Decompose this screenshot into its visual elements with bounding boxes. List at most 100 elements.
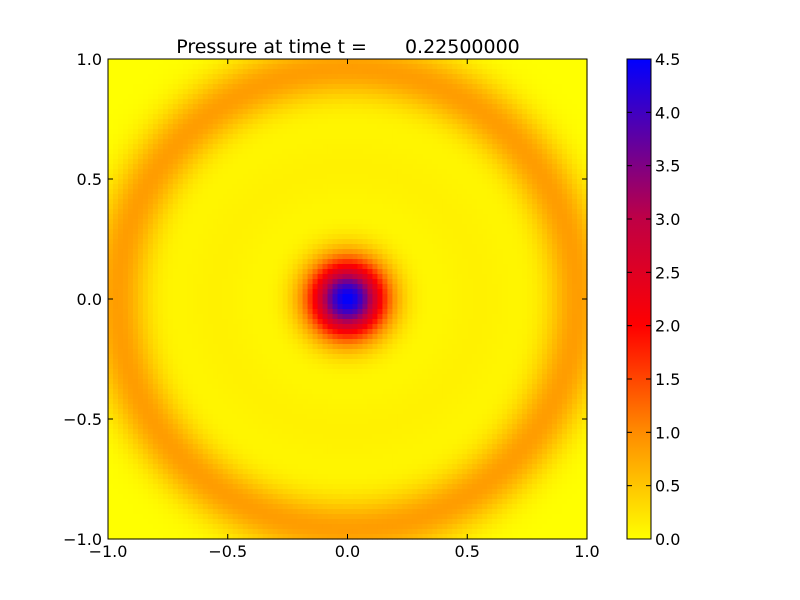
- heatmap-cell: [257, 254, 264, 260]
- heatmap-cell: [172, 274, 179, 280]
- heatmap-cell: [307, 309, 314, 315]
- heatmap-cell: [532, 129, 538, 135]
- heatmap-cell: [162, 244, 169, 250]
- heatmap-cell: [427, 254, 433, 260]
- heatmap-cell: [312, 64, 319, 70]
- heatmap-cell: [427, 159, 433, 165]
- heatmap-cell: [197, 74, 204, 80]
- heatmap-cell: [212, 269, 219, 275]
- heatmap-cell: [297, 309, 304, 315]
- heatmap-cell: [562, 159, 568, 165]
- heatmap-cell: [472, 149, 478, 155]
- heatmap-cell: [152, 239, 159, 245]
- heatmap-cell: [247, 204, 254, 210]
- heatmap-cell: [317, 94, 324, 100]
- heatmap-cell: [507, 234, 513, 240]
- heatmap-cell: [567, 199, 573, 205]
- heatmap-cell: [277, 64, 284, 70]
- heatmap-cell: [367, 154, 374, 160]
- heatmap-cell: [237, 164, 244, 170]
- heatmap-cell: [312, 304, 319, 310]
- heatmap-cell: [567, 309, 573, 315]
- heatmap-cell: [202, 139, 209, 145]
- heatmap-cell: [162, 154, 169, 160]
- heatmap-cell: [442, 104, 448, 110]
- heatmap-cell: [147, 189, 154, 195]
- heatmap-cell: [582, 249, 588, 255]
- heatmap-cell: [162, 119, 169, 125]
- heatmap-cell: [447, 79, 453, 85]
- heatmap-cell: [282, 209, 289, 215]
- heatmap-cell: [182, 279, 189, 285]
- heatmap-cell: [137, 184, 144, 190]
- heatmap-cell: [507, 149, 513, 155]
- heatmap-cell: [127, 314, 134, 320]
- heatmap-cell: [422, 279, 428, 285]
- heatmap-cell: [582, 269, 588, 275]
- heatmap-cell: [452, 134, 458, 140]
- heatmap-cell: [457, 189, 463, 195]
- heatmap-cell: [332, 194, 339, 200]
- heatmap-cell: [192, 229, 199, 235]
- heatmap-cell: [387, 129, 394, 135]
- heatmap-cell: [567, 219, 573, 225]
- heatmap-cell: [532, 119, 538, 125]
- heatmap-cell: [292, 289, 299, 295]
- heatmap-cell: [372, 164, 379, 170]
- heatmap-cell: [302, 239, 309, 245]
- heatmap-cell: [372, 314, 379, 320]
- heatmap-cell: [232, 159, 239, 165]
- heatmap-cell: [337, 244, 344, 250]
- heatmap-cell: [337, 229, 344, 235]
- heatmap-cell: [467, 89, 473, 95]
- heatmap-cell: [572, 79, 578, 85]
- heatmap-cell: [567, 279, 573, 285]
- heatmap-cell: [127, 79, 134, 85]
- heatmap-cell: [357, 214, 364, 220]
- heatmap-cell: [147, 104, 154, 110]
- heatmap-cell: [452, 224, 458, 230]
- heatmap-cell: [422, 249, 428, 255]
- heatmap-cell: [527, 149, 533, 155]
- heatmap-cell: [137, 264, 144, 270]
- heatmap-cell: [132, 264, 139, 270]
- heatmap-cell: [252, 204, 259, 210]
- heatmap-cell: [277, 274, 284, 280]
- heatmap-cell: [442, 249, 448, 255]
- heatmap-cell: [162, 174, 169, 180]
- heatmap-cell: [332, 164, 339, 170]
- heatmap-cell: [182, 229, 189, 235]
- heatmap-cell: [332, 134, 339, 140]
- heatmap-cell: [217, 159, 224, 165]
- heatmap-cell: [537, 204, 543, 210]
- heatmap-cell: [152, 104, 159, 110]
- heatmap-cell: [342, 174, 349, 180]
- heatmap-cell: [577, 279, 583, 285]
- heatmap-cell: [507, 274, 513, 280]
- heatmap-cell: [552, 204, 558, 210]
- heatmap-cell: [582, 94, 588, 100]
- heatmap-cell: [187, 229, 194, 235]
- heatmap-cell: [492, 149, 498, 155]
- heatmap-cell: [127, 304, 134, 310]
- heatmap-cell: [197, 189, 204, 195]
- heatmap-cell: [172, 74, 179, 80]
- heatmap-cell: [532, 169, 538, 175]
- heatmap-cell: [197, 309, 204, 315]
- heatmap-cell: [297, 139, 304, 145]
- heatmap-cell: [377, 114, 384, 120]
- heatmap-cell: [332, 109, 339, 115]
- heatmap-cell: [457, 94, 463, 100]
- heatmap-cell: [182, 249, 189, 255]
- heatmap-cell: [397, 279, 403, 285]
- heatmap-cell: [507, 79, 513, 85]
- heatmap-cell: [347, 284, 354, 290]
- heatmap-cell: [512, 104, 518, 110]
- heatmap-cell: [232, 89, 239, 95]
- heatmap-cell: [407, 284, 413, 290]
- heatmap-cell: [377, 259, 384, 265]
- heatmap-cell: [517, 149, 523, 155]
- heatmap-cell: [507, 159, 513, 165]
- heatmap-cell: [177, 119, 184, 125]
- heatmap-cell: [487, 124, 493, 130]
